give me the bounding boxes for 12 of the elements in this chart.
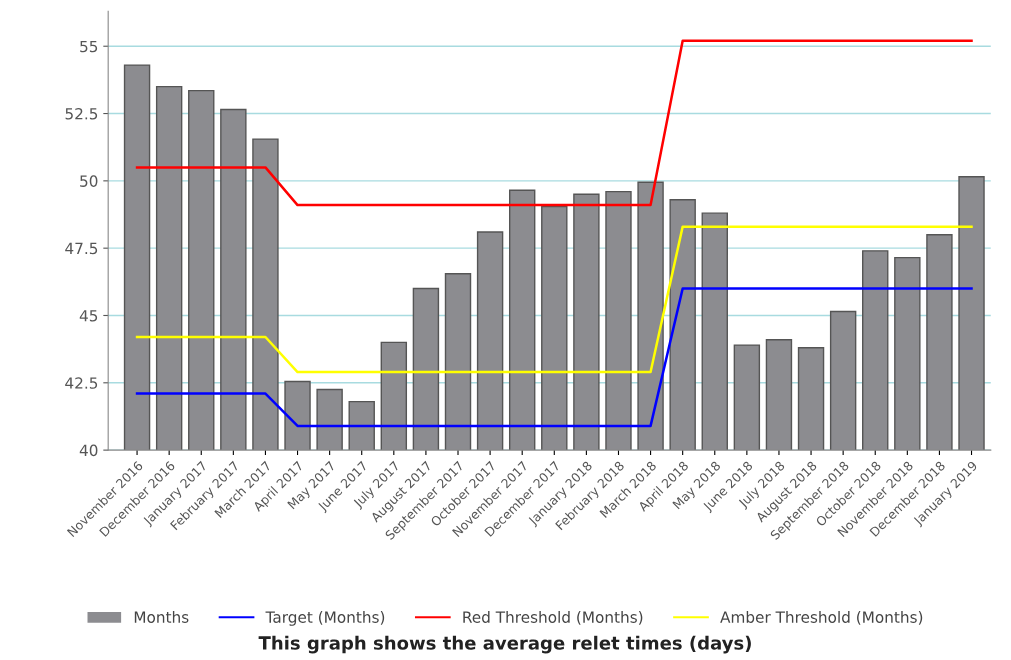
y-tick-label: 47.5 (65, 242, 98, 255)
text: This graph shows the average relet times (days) (258, 635, 751, 654)
legend-label: Red Threshold (Months) (463, 611, 643, 625)
legend-label: Target (Months) (265, 611, 385, 626)
y-tick-label: 50 (80, 175, 98, 187)
y-tick-label: 55 (80, 40, 98, 53)
legend-label: Amber Threshold (Months) (720, 611, 923, 625)
legend-label: Months (134, 611, 189, 623)
y-tick-label: 42.5 (65, 377, 98, 389)
y-tick-label: 52.5 (65, 108, 98, 120)
y-tick-label: 40 (79, 444, 98, 457)
y-tick-label: 45 (79, 310, 98, 322)
